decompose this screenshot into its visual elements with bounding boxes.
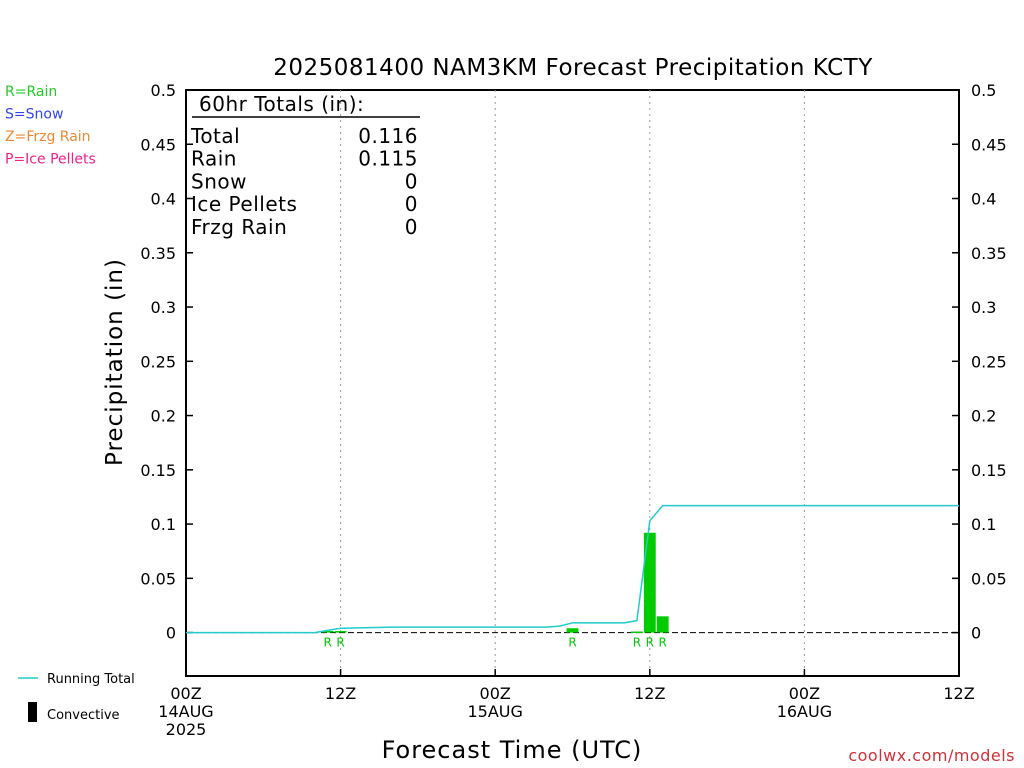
y-axis-label: Precipitation (in) bbox=[102, 258, 128, 466]
totals-row-label: Total bbox=[190, 124, 240, 148]
x-axis-label: Forecast Time (UTC) bbox=[382, 736, 643, 764]
credit-text: coolwx.com/models bbox=[848, 746, 1015, 765]
totals-row-label: Snow bbox=[191, 169, 247, 193]
x-tick-label: 00Z bbox=[789, 684, 820, 703]
precip-bar bbox=[321, 630, 334, 633]
totals-header: 60hr Totals (in): bbox=[199, 92, 364, 116]
totals-row-value: 0.115 bbox=[358, 147, 418, 171]
running-total-line bbox=[186, 504, 959, 634]
y-tick-label-right: 0.4 bbox=[971, 190, 996, 209]
precip-bar bbox=[630, 631, 643, 634]
totals-rows: Total 0.116 Rain 0.115 Snow 0 Ice Pellets 0 Frzg… bbox=[190, 124, 418, 239]
totals-row-label: Ice Pellets bbox=[191, 192, 297, 216]
convective-legend-swatch bbox=[28, 702, 37, 722]
y-tick-label-right: 0.1 bbox=[971, 515, 996, 534]
precip-type-legend-item: S=Snow bbox=[5, 107, 63, 123]
x-tick-label: 15AUG bbox=[467, 702, 522, 721]
precip-type-mark: R bbox=[324, 636, 332, 650]
y-axis-ticks: 0 00.05 0.050.1 0.10.15 0.150.2 0.20.25 0.250.… bbox=[140, 81, 1006, 643]
precip-type-mark: R bbox=[646, 636, 654, 650]
y-tick-label-left: 0.1 bbox=[151, 515, 176, 534]
precip-bar bbox=[566, 628, 579, 633]
x-tick-label: 14AUG bbox=[158, 702, 213, 721]
y-tick-label-left: 0.25 bbox=[140, 352, 176, 371]
running-total-legend-label: Running Total bbox=[47, 672, 135, 687]
y-tick-label-left: 0.15 bbox=[140, 461, 176, 480]
x-tick-label: 2025 bbox=[166, 720, 207, 739]
x-tick-label: 00Z bbox=[170, 684, 201, 703]
totals-row-value: 0.116 bbox=[358, 124, 418, 148]
y-tick-label-left: 0.2 bbox=[151, 407, 176, 426]
precip-type-mark: R bbox=[568, 636, 576, 650]
precip-type-mark: R bbox=[633, 636, 641, 650]
y-tick-label-left: 0.5 bbox=[151, 81, 176, 100]
y-tick-label-right: 0.35 bbox=[971, 244, 1007, 263]
totals-row-value: 0 bbox=[405, 192, 418, 216]
y-tick-label-right: 0.25 bbox=[971, 352, 1007, 371]
y-tick-label-left: 0.45 bbox=[140, 135, 176, 154]
x-tick-label: 12Z bbox=[634, 684, 665, 703]
precip-type-legend-item: R=Rain bbox=[5, 84, 57, 100]
y-tick-label-right: 0.3 bbox=[971, 298, 996, 317]
chart-title: 2025081400 NAM3KM Forecast Precipitation… bbox=[273, 55, 873, 81]
convective-legend-label: Convective bbox=[47, 708, 120, 723]
precip-bar bbox=[643, 532, 656, 633]
y-tick-label-left: 0 bbox=[166, 624, 176, 643]
series-legend: Running Total Convective bbox=[18, 672, 135, 723]
x-tick-label: 16AUG bbox=[777, 702, 832, 721]
precip-bar bbox=[334, 630, 347, 633]
precip-type-legend: R=Rain S=Snow Z=Frzg Rain P=Ice Pellets bbox=[5, 84, 96, 168]
y-tick-label-right: 0.45 bbox=[971, 135, 1007, 154]
totals-row-value: 0 bbox=[405, 215, 418, 239]
y-tick-label-left: 0.4 bbox=[151, 190, 176, 209]
y-tick-label-left: 0.35 bbox=[140, 244, 176, 263]
x-tick-label: 00Z bbox=[480, 684, 511, 703]
y-tick-label-left: 0.05 bbox=[140, 569, 176, 588]
y-tick-label-right: 0 bbox=[971, 624, 981, 643]
precip-bars bbox=[321, 532, 669, 634]
y-tick-label-left: 0.3 bbox=[151, 298, 176, 317]
precip-bar bbox=[656, 616, 669, 633]
y-tick-label-right: 0.5 bbox=[971, 81, 996, 100]
precip-type-legend-item: Z=Frzg Rain bbox=[5, 129, 91, 145]
totals-row-label: Rain bbox=[191, 147, 237, 171]
y-tick-label-right: 0.15 bbox=[971, 461, 1007, 480]
totals-row-value: 0 bbox=[405, 169, 418, 193]
x-tick-label: 12Z bbox=[325, 684, 356, 703]
totals-row-label: Frzg Rain bbox=[191, 215, 287, 239]
grid-lines bbox=[340, 90, 805, 676]
totals-box: 60hr Totals (in): Total 0.116 Rain 0.115 Sno… bbox=[190, 92, 420, 239]
y-tick-label-right: 0.05 bbox=[971, 569, 1007, 588]
plot-frame bbox=[185, 89, 960, 677]
precip-type-mark: R bbox=[336, 636, 344, 650]
x-tick-label: 12Z bbox=[943, 684, 974, 703]
y-tick-label-right: 0.2 bbox=[971, 407, 996, 426]
precip-type-mark: R bbox=[659, 636, 667, 650]
precip-type-legend-item: P=Ice Pellets bbox=[5, 152, 96, 168]
